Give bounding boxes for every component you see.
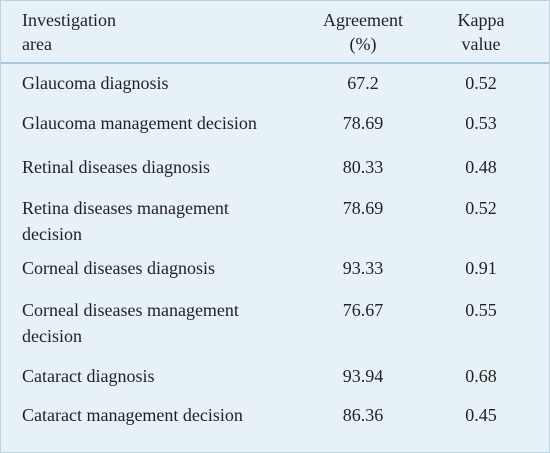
row-area-line: Cataract management decision — [22, 405, 243, 425]
row-area-line: Retinal diseases diagnosis — [22, 157, 210, 177]
header-agreement-line-2: (%) — [349, 34, 377, 54]
row-area-line: Corneal diseases diagnosis — [22, 258, 215, 278]
table-header: Investigation area Agreement (%) Kappa v… — [1, 1, 549, 64]
row-area-line: Glaucoma diagnosis — [22, 73, 169, 93]
row-area-line: decision — [22, 326, 82, 346]
row-agreement: 76.67 — [342, 300, 384, 320]
row-kappa: 0.68 — [465, 366, 497, 386]
row-area: Cataract diagnosis — [22, 363, 302, 389]
header-area-line-1: Investigation — [22, 10, 116, 30]
row-kappa: 0.91 — [465, 258, 497, 278]
row-area: Corneal diseases diagnosis — [22, 255, 302, 281]
row-kappa: 0.52 — [465, 198, 497, 218]
row-area: Glaucoma diagnosis — [22, 70, 302, 96]
row-agreement: 93.94 — [342, 366, 384, 386]
row-agreement: 86.36 — [342, 405, 384, 425]
row-area-line: Retina diseases management — [22, 198, 229, 218]
row-area: Glaucoma management decision — [22, 110, 302, 136]
row-agreement: 78.69 — [342, 198, 384, 218]
row-area-line: Glaucoma management decision — [22, 113, 257, 133]
row-agreement: 78.69 — [342, 113, 384, 133]
header-agreement-line-1: Agreement — [323, 10, 403, 30]
row-kappa: 0.52 — [465, 73, 497, 93]
row-area-line: decision — [22, 224, 82, 244]
header-kappa-line-2: value — [461, 34, 501, 54]
row-agreement: 93.33 — [342, 258, 384, 278]
header-kappa-line-1: Kappa — [457, 10, 505, 30]
row-kappa: 0.53 — [465, 113, 497, 133]
row-area: Retinal diseases diagnosis — [22, 154, 302, 180]
header-kappa-value: Kappa value — [441, 8, 521, 56]
row-agreement: 67.2 — [347, 73, 379, 93]
header-area-line-2: area — [22, 34, 52, 54]
row-agreement: 80.33 — [342, 157, 384, 177]
row-area: Retina diseases management decision — [22, 195, 302, 247]
row-area: Cataract management decision — [22, 402, 302, 428]
row-kappa: 0.48 — [465, 157, 497, 177]
row-kappa: 0.55 — [465, 300, 497, 320]
row-area: Corneal diseases management decision — [22, 297, 302, 349]
row-kappa: 0.45 — [465, 405, 497, 425]
header-investigation-area: Investigation area — [22, 8, 116, 56]
row-area-line: Corneal diseases management — [22, 300, 239, 320]
row-area-line: Cataract diagnosis — [22, 366, 155, 386]
header-agreement: Agreement (%) — [303, 8, 423, 56]
